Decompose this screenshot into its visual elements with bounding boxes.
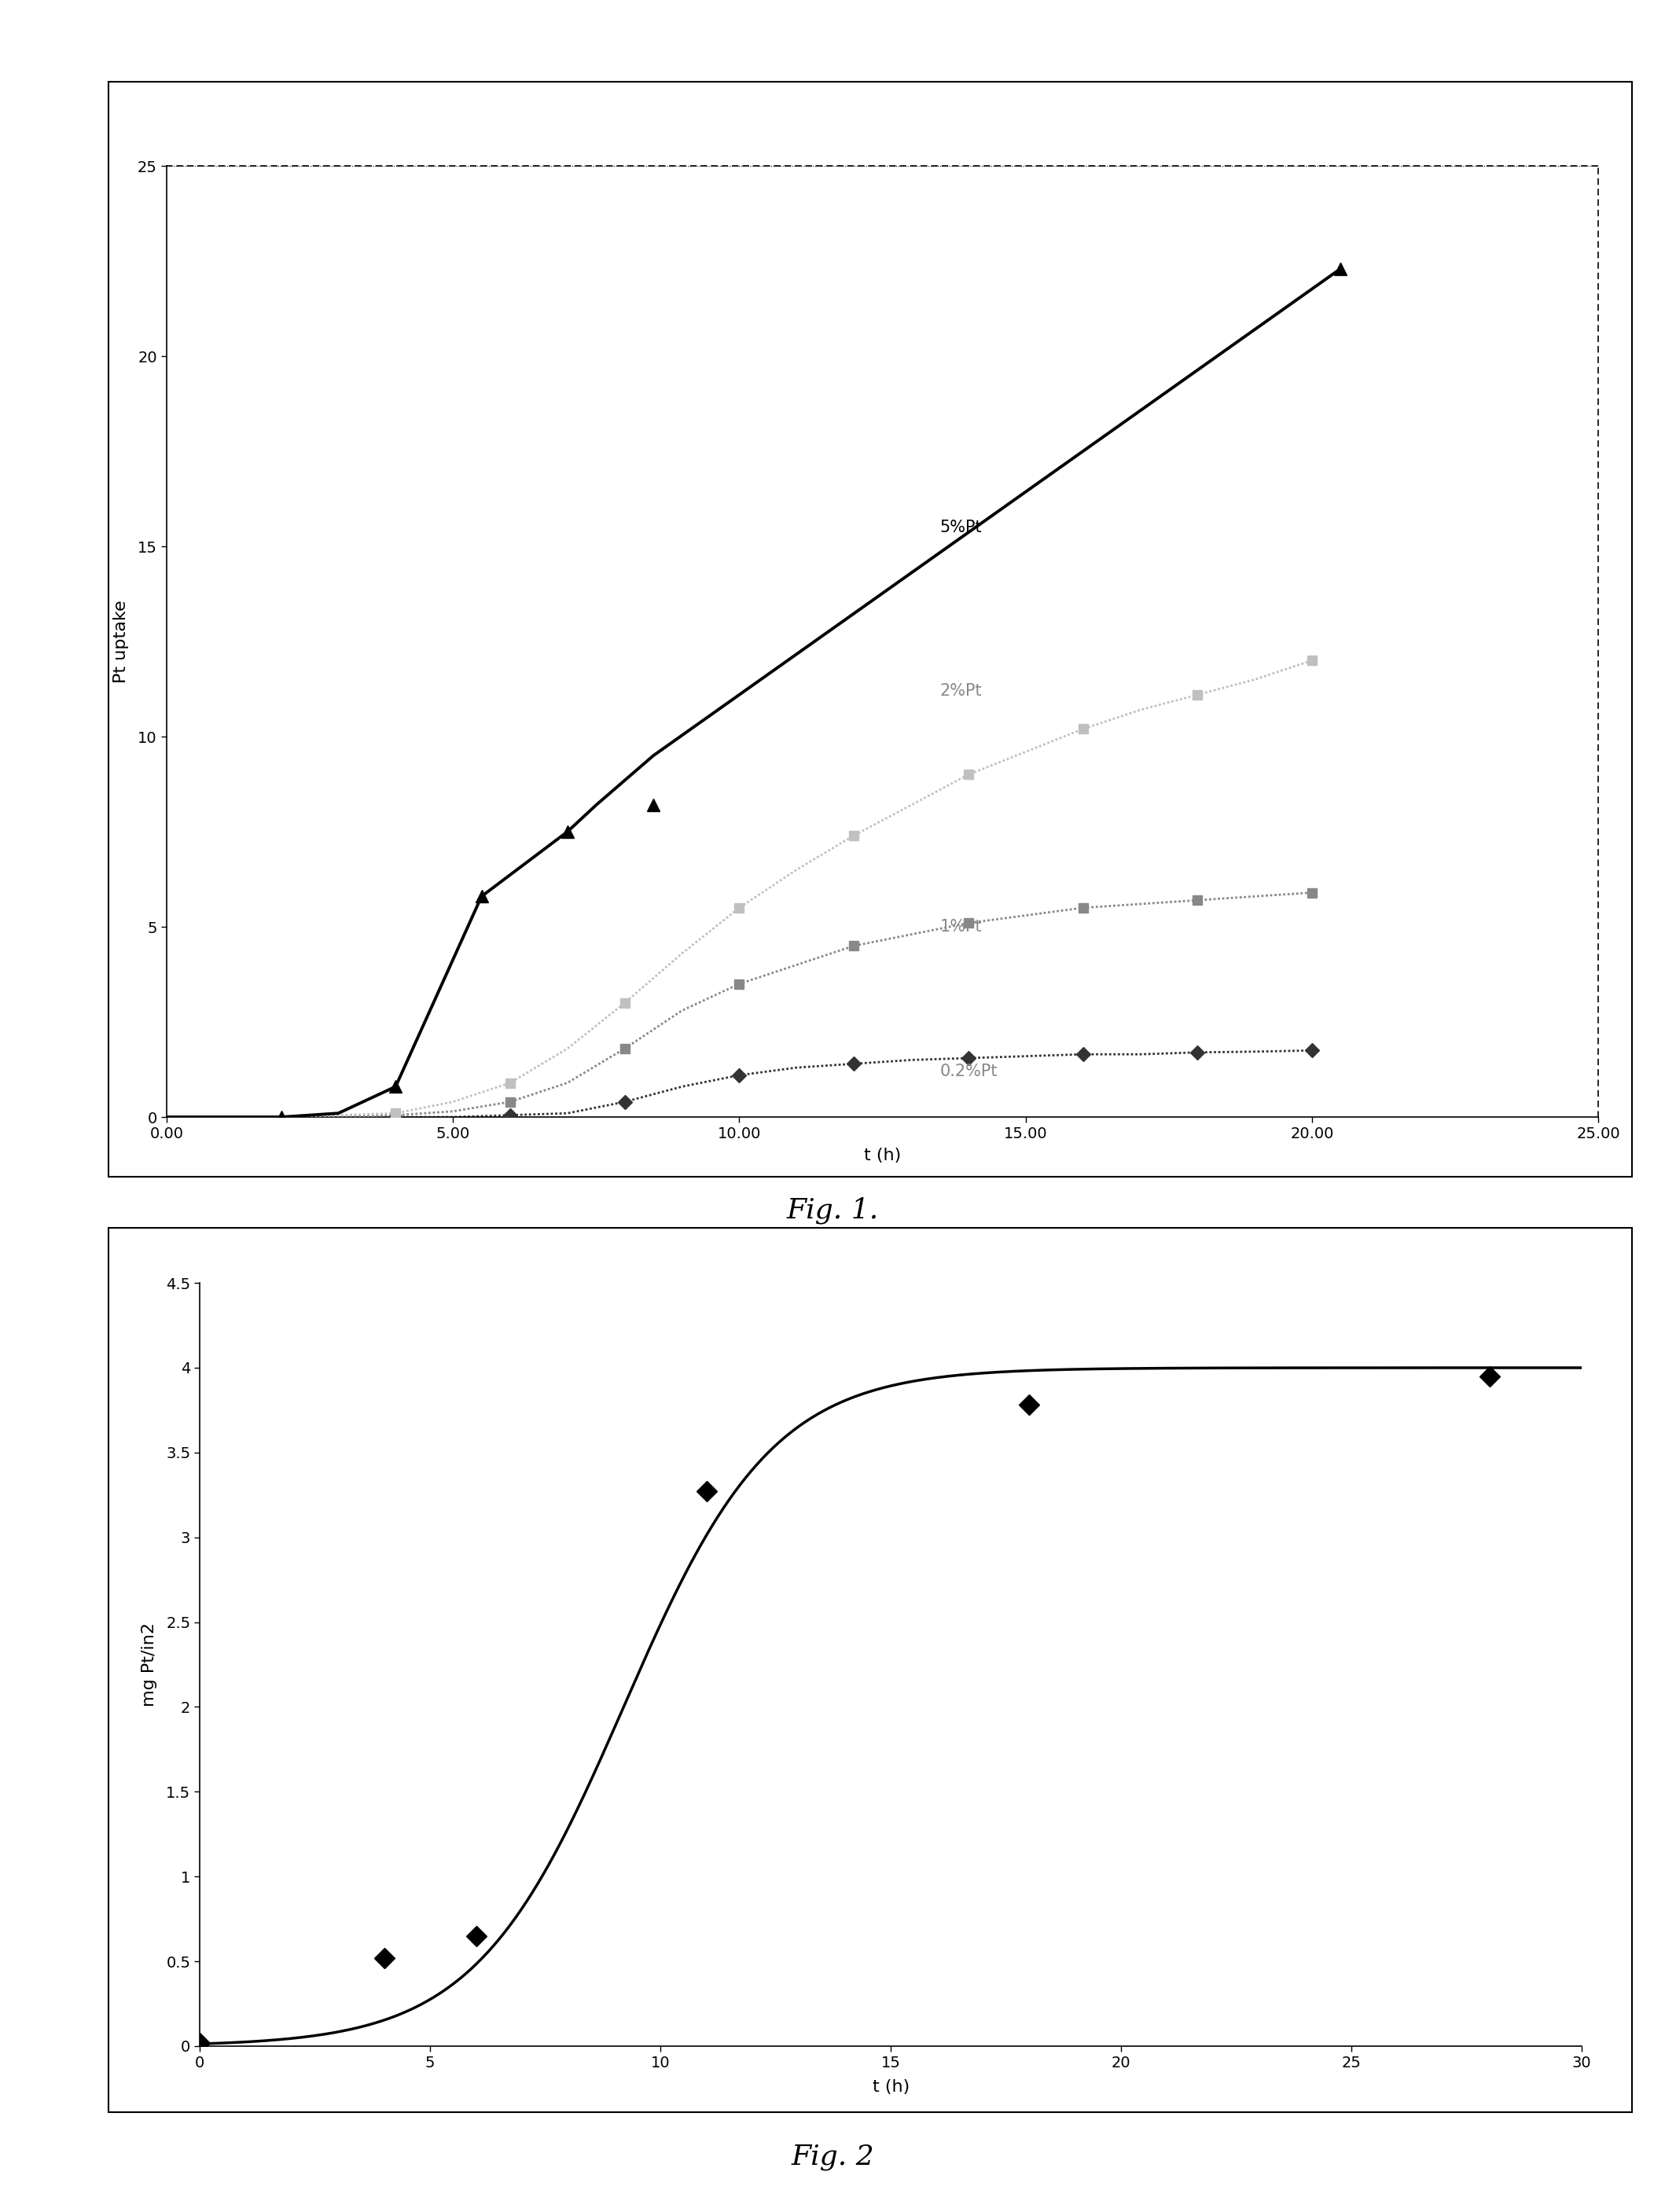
Text: Fig. 1.: Fig. 1. <box>786 1197 879 1223</box>
Text: 1%Pt: 1%Pt <box>939 918 982 936</box>
Text: 2%Pt: 2%Pt <box>939 684 982 699</box>
Text: 0.2%Pt: 0.2%Pt <box>939 1064 997 1079</box>
Y-axis label: Pt uptake: Pt uptake <box>113 599 128 684</box>
Text: 5%Pt: 5%Pt <box>939 520 982 535</box>
X-axis label: t (h): t (h) <box>864 1148 901 1164</box>
Y-axis label: mg Pt/in2: mg Pt/in2 <box>142 1621 157 1708</box>
Text: Fig. 2: Fig. 2 <box>791 2143 874 2170</box>
X-axis label: t (h): t (h) <box>872 2079 909 2095</box>
